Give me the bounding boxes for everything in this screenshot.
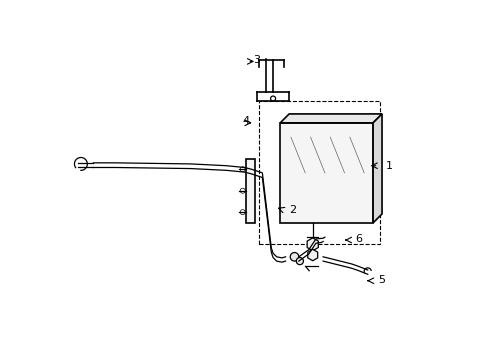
Polygon shape (372, 114, 381, 223)
Text: 1: 1 (385, 161, 392, 171)
Text: 4: 4 (242, 116, 249, 126)
Text: 2: 2 (288, 205, 296, 215)
Circle shape (290, 252, 298, 261)
Polygon shape (246, 158, 255, 223)
Text: 5: 5 (378, 275, 385, 285)
Text: 6: 6 (354, 234, 362, 244)
Polygon shape (306, 238, 318, 251)
Bar (280, 123, 372, 223)
Text: 3: 3 (253, 55, 260, 65)
Polygon shape (307, 249, 317, 261)
Polygon shape (280, 114, 381, 123)
Circle shape (296, 257, 303, 265)
